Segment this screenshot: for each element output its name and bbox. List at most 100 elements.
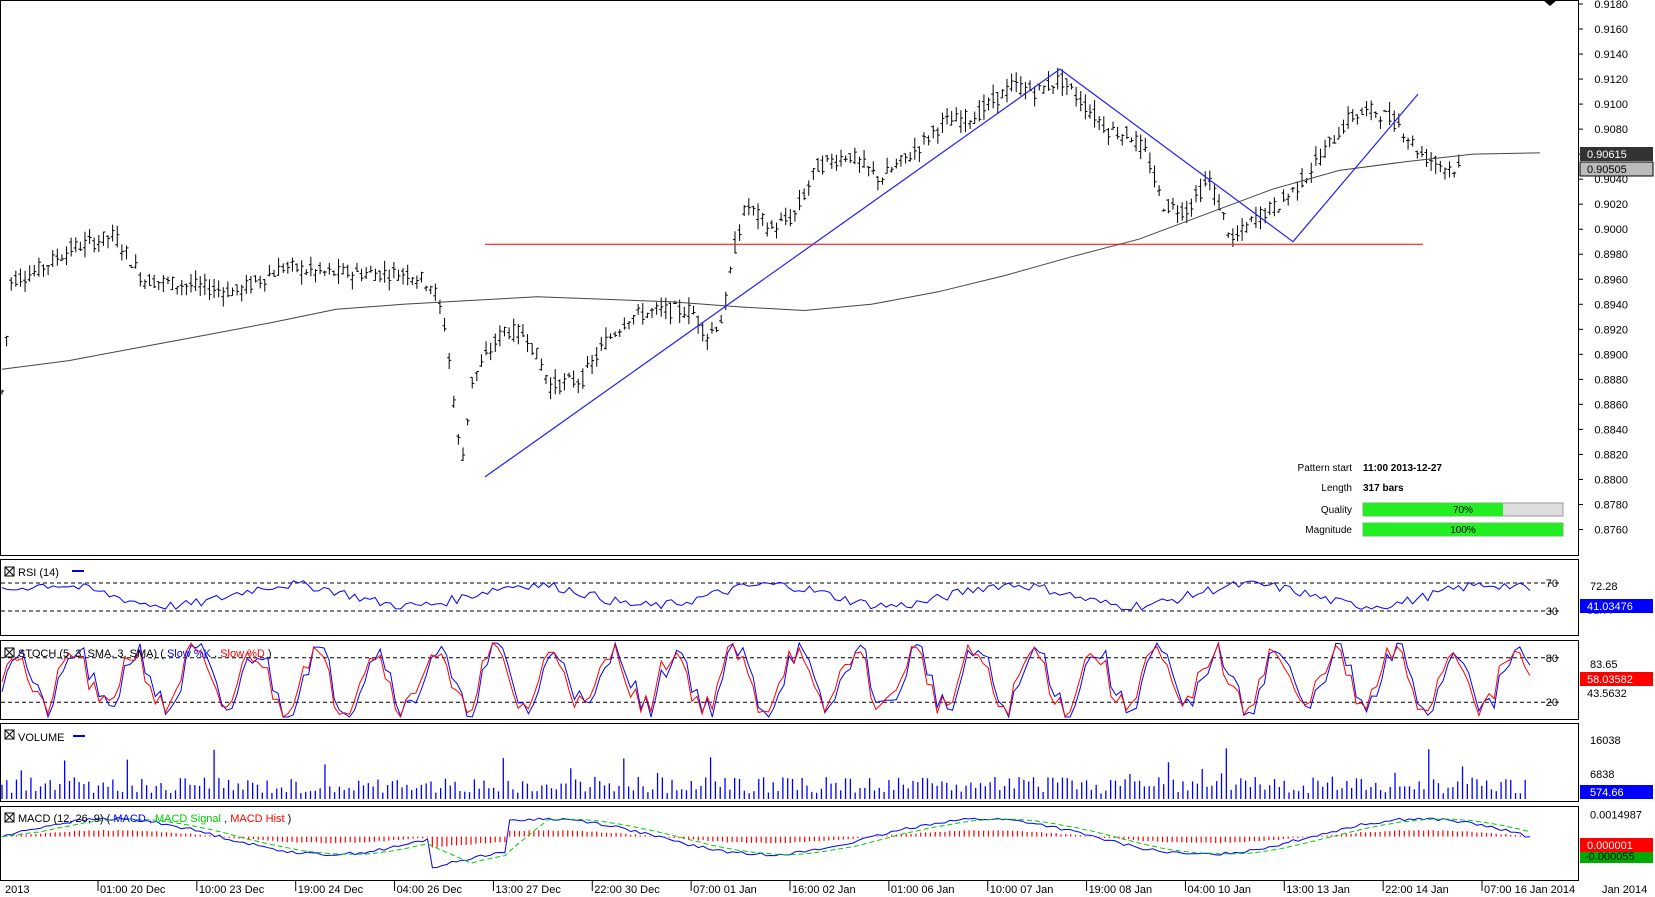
stoch-level-label: 80 (1546, 653, 1558, 665)
macd-legend-comma-2: , (224, 813, 230, 825)
macd-value-box (1580, 838, 1653, 852)
volume-legend-label: VOLUME (18, 732, 64, 744)
x-tick-label: 13:00 27 Dec (495, 884, 561, 896)
rsi-close-cross-icon (4, 566, 15, 577)
magnitude-bar-fill (1363, 523, 1563, 536)
quality-value: 70% (1453, 505, 1473, 516)
stoch-legend-label: STOCH (5, 3, SMA, 3, SMA) ( Slow %K , Sl… (18, 648, 272, 660)
stoch-close-cross-icon (4, 647, 15, 658)
stoch-secondary-value: 43.5632 (1587, 688, 1627, 700)
macd-legend-label: MACD (12, 26, 9) ( MACD , MACD Signal , … (18, 813, 291, 825)
macd-panel: 0.0014987 (1, 809, 1642, 869)
pattern-info-box: Pattern start 11:00 2013-12-27 Length 31… (1298, 463, 1564, 537)
rsi-panel: 70 30 72.28 (1, 578, 1618, 618)
x-tick-label: 01:00 20 Dec (100, 884, 166, 896)
rsi-value-box (1580, 599, 1653, 613)
stoch-legend: STOCH (5, 3, SMA, 3, SMA) ( Slow %K , Sl… (4, 647, 272, 660)
x-tick-label: Jan 2014 (1602, 884, 1647, 896)
y-tick-label: 0.8860 (1594, 399, 1628, 411)
stoch-legend-d: Slow %D (220, 648, 265, 660)
x-tick-label: 07:00 16 Jan 2014 (1484, 884, 1575, 896)
rsi-panel-frame (0, 559, 1579, 636)
x-tick-label: 16:00 02 Jan (792, 884, 856, 896)
price-panel: 0.9180 0.9160 0.9140 0.9120 0.9100 0.9080 0.90… (0, 0, 1628, 536)
y-tick-label: 0.8760 (1594, 524, 1628, 536)
macd-secondary-value: -0.000055 (1585, 851, 1635, 863)
stoch-legend-paren-open: ( (160, 648, 164, 660)
y-tick-label: 0.8980 (1594, 249, 1628, 261)
macd-line (1, 817, 1531, 869)
y-tick-label: 0.9020 (1594, 199, 1628, 211)
rsi-value-label: 41.03476 (1587, 601, 1633, 613)
x-axis: 2013 01:00 20 Dec 10:00 23 Dec 19:00 24 Dec… (5, 881, 1647, 896)
y-tick-label: 0.8840 (1594, 424, 1628, 436)
macd-tick-label: 0.0014987 (1590, 809, 1642, 821)
y-tick-label: 0.8880 (1594, 374, 1628, 386)
macd-legend: MACD (12, 26, 9) ( MACD , MACD Signal , … (4, 812, 291, 825)
x-tick-label: 10:00 07 Jan (990, 884, 1054, 896)
volume-panel-frame (0, 723, 1579, 802)
x-tick-label: 04:00 26 Dec (397, 884, 463, 896)
y-tick-label: 0.9160 (1594, 24, 1628, 36)
x-tick-label: 10:00 23 Dec (199, 884, 265, 896)
quality-label: Quality (1321, 505, 1352, 516)
y-tick-label: 0.8920 (1594, 324, 1628, 336)
macd-signal-line (1, 818, 1531, 864)
quality-bar-fill (1363, 503, 1503, 516)
magnitude-label: Magnitude (1305, 525, 1352, 536)
y-tick-label: 0.8960 (1594, 274, 1628, 286)
rsi-line (1, 580, 1531, 611)
moving-average-line (1, 152, 1541, 370)
y-tick-label: 0.9080 (1594, 124, 1628, 136)
volume-value-box (1580, 785, 1653, 799)
x-tick-label: 19:00 24 Dec (298, 884, 364, 896)
length-label: Length (1321, 483, 1352, 494)
macd-legend-prefix: MACD (12, 26, 9) (18, 813, 104, 825)
macd-legend-paren-close: ) (288, 813, 292, 825)
x-tick-label: 07:00 01 Jan (693, 884, 757, 896)
y-tick-label: 0.8940 (1594, 299, 1628, 311)
volume-close-cross-icon (4, 729, 15, 740)
y-tick-label: 0.9000 (1594, 224, 1628, 236)
main-panel-frame (0, 0, 1579, 556)
y-tick-label: 0.8800 (1594, 474, 1628, 486)
stoch-legend-comma: , (214, 648, 220, 660)
macd-secondary-box (1580, 850, 1653, 863)
volume-legend: VOLUME (4, 729, 85, 744)
macd-close-cross-icon (4, 812, 15, 823)
rsi-level-label: 30 (1546, 606, 1558, 618)
stoch-legend-prefix: STOCH (5, 3, SMA, 3, SMA) (18, 648, 157, 660)
rsi-legend: RSI (14) (4, 566, 84, 579)
length-value: 317 bars (1363, 483, 1404, 494)
x-tick-label: 2013 (5, 884, 29, 896)
stoch-value-box (1580, 672, 1653, 686)
volume-tick-label: 6838 (1590, 769, 1614, 781)
x-tick-label: 01:00 06 Jan (891, 884, 955, 896)
stoch-level-label: 20 (1546, 697, 1558, 709)
y-tick-label: 0.8900 (1594, 349, 1628, 361)
price-bars (0, 67, 1461, 461)
y-tick-label: 0.9140 (1594, 49, 1628, 61)
x-tick-label: 22:00 14 Jan (1385, 884, 1449, 896)
value-labels: 0.90615 0.90505 31.77 41.03476 43.5632 5… (1579, 147, 1654, 863)
volume-tick-label: 16038 (1590, 735, 1621, 747)
x-tick-label: 04:00 10 Jan (1187, 884, 1251, 896)
stoch-panel: 80 20 83.65 (1, 641, 1618, 719)
last-price-box (1580, 147, 1653, 161)
rsi-legend-label: RSI (14) (18, 567, 59, 579)
stoch-value-label: 58.03582 (1587, 674, 1633, 686)
rsi-tick-label: 72.28 (1590, 581, 1618, 593)
rsi-level-label: 70 (1546, 578, 1558, 590)
ma-value-label: 0.90505 (1587, 164, 1627, 176)
pattern-start-value: 11:00 2013-12-27 (1363, 463, 1442, 474)
dropdown-arrow-icon[interactable] (1543, 0, 1557, 6)
y-tick-label: 0.9180 (1594, 0, 1628, 11)
x-tick-label: 13:00 13 Jan (1286, 884, 1350, 896)
stoch-k-line (1, 641, 1531, 719)
macd-legend-comma-1: , (149, 813, 155, 825)
volume-value-label: 574.66 (1590, 787, 1624, 799)
panel-frames (0, 0, 1579, 881)
stoch-d-line (1, 641, 1531, 719)
stoch-panel-frame (0, 640, 1579, 720)
